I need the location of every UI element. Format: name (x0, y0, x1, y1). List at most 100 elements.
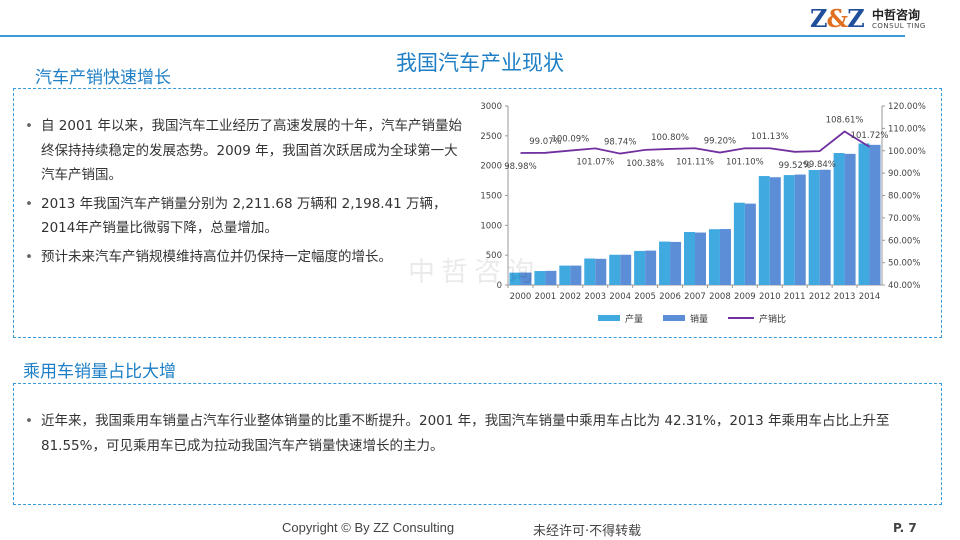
section1-bullets: 自 2001 年以来，我国汽车工业经历了高速发展的十年，汽车产销量始终保持持续稳… (23, 114, 468, 273)
bar-production (634, 250, 646, 285)
bar-sales (620, 254, 632, 285)
section1-box (13, 88, 942, 338)
y-tick-label-left: 3000 (480, 102, 502, 112)
ratio-data-label: 108.61% (826, 115, 864, 125)
bar-sales (545, 270, 557, 285)
legend-swatch (663, 315, 685, 321)
x-tick-label: 2013 (834, 292, 856, 302)
x-tick-label: 2011 (784, 292, 806, 302)
section1-title: 汽车产销快速增长 (35, 68, 171, 88)
x-tick-label: 2006 (659, 292, 681, 302)
bar-production (858, 143, 870, 285)
x-tick-label: 2002 (560, 292, 582, 302)
ratio-data-label: 99.52% (779, 161, 811, 171)
bar-production (559, 265, 571, 285)
ratio-data-label: 101.13% (751, 132, 789, 142)
bar-sales (769, 177, 781, 285)
legend-label: 产销比 (759, 313, 786, 325)
company-logo-mark: Z&Z (810, 4, 865, 33)
bar-sales (869, 144, 881, 285)
bar-production (758, 176, 770, 285)
bar-production (584, 258, 596, 285)
ratio-data-label: 98.98% (504, 162, 536, 172)
legend-swatch (598, 315, 620, 321)
bar-sales (520, 272, 532, 285)
bar-sales (695, 232, 706, 285)
bar-sales (719, 229, 731, 285)
section1-bullet-3: 预计未来汽车产销规模维持高位并仍保持一定幅度的增长。 (23, 245, 468, 270)
legend-label: 产量 (625, 313, 643, 325)
watermark: 中哲咨询 (408, 257, 540, 288)
bar-sales (819, 169, 831, 285)
bar-sales (570, 265, 582, 285)
bar-production (808, 170, 820, 285)
ratio-data-label: 100.38% (626, 159, 664, 169)
bar-production (708, 229, 720, 285)
y-tick-label-right: 70.00% (888, 214, 920, 224)
y-tick-label-left: 1000 (480, 221, 502, 231)
y-tick-label-right: 90.00% (888, 169, 920, 179)
x-tick-label: 2005 (634, 292, 656, 302)
y-tick-label-right: 100.00% (888, 147, 926, 157)
production-sales-chart: 0 500 1000 1500 2000 2500 3000 40.00% 50.00% 60.0… (480, 102, 926, 325)
x-tick-label: 2008 (709, 292, 731, 302)
ratio-data-label: 101.07% (576, 157, 614, 167)
company-logo-subtitle: CONSUL TING (872, 22, 926, 30)
bar-production (659, 241, 671, 285)
x-tick-label: 2010 (759, 292, 781, 302)
line-ratio (520, 130, 871, 155)
y-tick-label-left: 2000 (480, 162, 502, 172)
ratio-data-label: 100.09% (551, 135, 589, 145)
y-tick-label-left: 0 (497, 281, 502, 291)
bar-production (509, 272, 521, 285)
x-tick-label: 2009 (734, 292, 756, 302)
ratio-data-label: 100.80% (651, 133, 689, 143)
y-tick-label-right: 60.00% (888, 236, 920, 246)
y-tick-label-right: 80.00% (888, 192, 920, 202)
y-tick-label-right: 120.00% (888, 102, 926, 112)
bar-production (833, 153, 845, 285)
y-tick-label-left: 500 (486, 251, 502, 261)
ratio-data-label: 101.10% (726, 157, 764, 167)
company-logo-name: 中哲咨询 (872, 8, 921, 22)
y-tick-label-right: 50.00% (888, 259, 920, 269)
header-divider (0, 35, 905, 37)
bar-sales (844, 153, 856, 285)
bar-sales (595, 258, 607, 285)
section1-bullet-2: 2013 年我国汽车产销量分别为 2,211.68 万辆和 2,198.41 万… (23, 192, 468, 241)
x-tick-label: 2012 (809, 292, 831, 302)
y-tick-label-right: 40.00% (888, 281, 920, 291)
bar-sales (744, 203, 756, 285)
section2-bullets: 近年来，我国乘用车销量占汽车行业整体销量的比重不断提升。2001 年，我国汽车销… (23, 409, 903, 462)
bar-production (609, 254, 621, 285)
x-tick-label: 2003 (584, 292, 606, 302)
bar-production (684, 232, 695, 285)
footer-warning: 未经许可·不得转载 (533, 524, 642, 539)
bar-production (783, 175, 795, 285)
bar-sales (794, 174, 806, 285)
ratio-data-label: 99.07% (529, 137, 561, 147)
bar-sales (645, 250, 657, 285)
page-number: P. 7 (893, 521, 917, 535)
section2-bullet-1: 近年来，我国乘用车销量占汽车行业整体销量的比重不断提升。2001 年，我国汽车销… (23, 409, 903, 458)
legend-label: 销量 (690, 313, 708, 325)
ratio-data-label: 99.84% (803, 160, 835, 170)
section2-title: 乘用车销量占比大增 (23, 362, 176, 382)
page-title: 我国汽车产业现状 (396, 51, 564, 75)
x-tick-label: 2007 (684, 292, 706, 302)
bar-production (534, 271, 546, 285)
ratio-data-label: 101.11% (676, 157, 714, 167)
bar-sales (670, 241, 682, 285)
section1-bullet-1: 自 2001 年以来，我国汽车工业经历了高速发展的十年，汽车产销量始终保持持续稳… (23, 114, 468, 188)
section2-box (13, 383, 942, 505)
footer-copyright: Copyright © By ZZ Consulting (282, 520, 455, 535)
x-tick-label: 2001 (535, 292, 557, 302)
y-tick-label-left: 1500 (480, 192, 502, 202)
y-tick-label-right: 110.00% (888, 124, 926, 134)
x-tick-label: 2014 (859, 292, 881, 302)
ratio-data-label: 99.20% (704, 137, 736, 147)
ratio-data-label: 98.74% (604, 138, 636, 148)
x-tick-label: 2000 (510, 292, 532, 302)
ratio-data-label: 101.72% (851, 131, 889, 141)
x-tick-label: 2004 (609, 292, 631, 302)
